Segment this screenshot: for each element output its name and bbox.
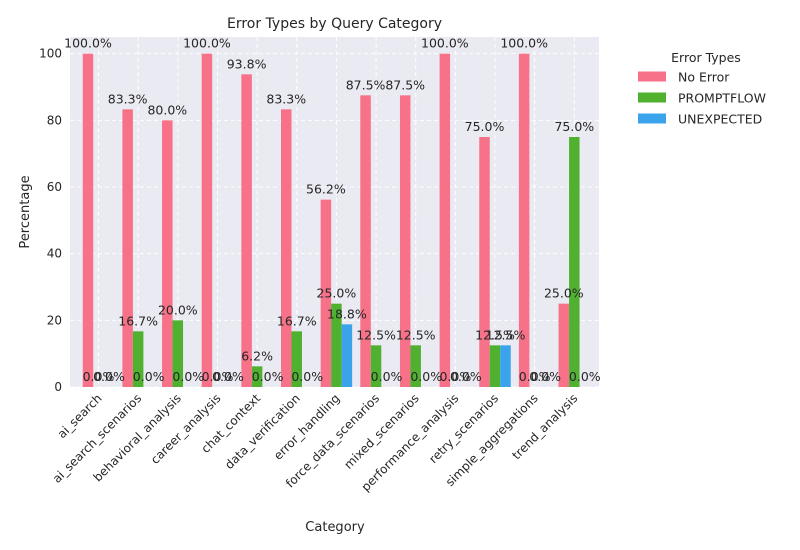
- data-labels: 100.0%83.3%80.0%100.0%93.8%83.3%56.2%87.…: [64, 36, 601, 384]
- y-tick-label: 60: [47, 180, 62, 194]
- x-tick-label: retry_scenarios: [426, 391, 501, 466]
- data-label: 87.5%: [385, 77, 425, 92]
- x-axis-ticks: ai_searchai_search_scenariosbehavioral_a…: [50, 391, 581, 494]
- y-tick-label: 40: [47, 247, 62, 261]
- data-label: 83.3%: [266, 91, 306, 106]
- data-label: 25.0%: [544, 286, 584, 301]
- data-label: 0.0%: [371, 369, 403, 384]
- legend-swatch: [638, 113, 666, 124]
- grid-lines: [70, 37, 599, 388]
- y-axis-title: Percentage: [18, 175, 33, 248]
- x-tick-label: mixed_scenarios: [341, 391, 421, 471]
- bar-no-error: [122, 109, 133, 387]
- y-tick-label: 80: [47, 113, 62, 127]
- bar-no-error: [439, 53, 451, 388]
- bar-promptflow: [331, 303, 342, 387]
- bar-no-error: [479, 137, 490, 387]
- data-label: 100.0%: [183, 36, 231, 51]
- bar-no-error: [558, 303, 570, 387]
- bar-promptflow: [410, 345, 421, 387]
- legend-label: UNEXPECTED: [678, 112, 762, 127]
- data-label: 18.8%: [327, 306, 367, 321]
- chart-title: Error Types by Query Category: [227, 16, 442, 32]
- data-label: 25.0%: [317, 286, 357, 301]
- bar-promptflow: [370, 345, 382, 387]
- x-tick-label: data_verification: [222, 391, 303, 472]
- data-label: 12.5%: [486, 327, 526, 342]
- bar-unexpected: [500, 345, 511, 387]
- bar-no-error: [241, 74, 252, 387]
- data-label: 0.0%: [291, 369, 323, 384]
- data-label: 0.0%: [410, 369, 442, 384]
- bar-no-error: [518, 53, 530, 388]
- data-label: 16.7%: [277, 313, 317, 328]
- data-label: 0.0%: [252, 369, 284, 384]
- x-axis-title: Category: [305, 520, 365, 535]
- bar-no-error: [201, 53, 213, 388]
- bar-no-error: [320, 199, 332, 387]
- data-label: 93.8%: [227, 56, 267, 71]
- legend: Error Types No Error PROMPTFLOW UNEXPECTED: [638, 50, 766, 127]
- data-label: 0.0%: [83, 369, 115, 384]
- data-label: 20.0%: [158, 302, 198, 317]
- legend-swatch: [638, 71, 666, 82]
- y-axis-ticks: 0 20 40 60 80 100: [39, 47, 62, 394]
- data-label: 56.2%: [306, 182, 346, 197]
- bar-unexpected: [341, 324, 353, 387]
- bar-promptflow: [251, 366, 263, 387]
- data-label: 0.0%: [93, 369, 125, 384]
- x-tick-label: career_analysis: [148, 391, 224, 467]
- data-label: 0.0%: [529, 369, 561, 384]
- data-label: 0.0%: [133, 369, 165, 384]
- bar-no-error: [399, 95, 411, 387]
- data-label: 0.0%: [439, 369, 471, 384]
- bar-promptflow: [172, 320, 184, 387]
- data-label: 12.5%: [356, 327, 396, 342]
- data-label: 100.0%: [421, 36, 469, 51]
- data-label: 0.0%: [569, 369, 601, 384]
- data-label: 83.3%: [108, 91, 148, 106]
- legend-label: No Error: [678, 70, 730, 85]
- bar-no-error: [82, 53, 94, 388]
- bar-promptflow: [132, 331, 144, 387]
- data-label: 100.0%: [500, 36, 548, 51]
- bar-no-error: [281, 109, 292, 387]
- bar-promptflow: [489, 345, 501, 387]
- data-label: 0.0%: [519, 369, 551, 384]
- data-label: 75.0%: [465, 119, 505, 134]
- bar-no-error: [360, 95, 371, 387]
- data-label: 0.0%: [202, 369, 234, 384]
- data-label: 80.0%: [147, 102, 187, 117]
- data-label: 75.0%: [554, 119, 594, 134]
- data-label: 12.5%: [475, 327, 515, 342]
- data-label: 12.5%: [396, 327, 436, 342]
- y-tick-label: 100: [39, 47, 62, 61]
- bar-no-error: [162, 120, 173, 387]
- legend-title: Error Types: [671, 50, 741, 65]
- bar-promptflow: [569, 137, 580, 387]
- data-label: 87.5%: [346, 77, 386, 92]
- legend-label: PROMPTFLOW: [678, 91, 766, 106]
- data-label: 6.2%: [241, 348, 273, 363]
- data-label: 0.0%: [212, 369, 244, 384]
- bars: [82, 53, 580, 388]
- legend-swatch: [638, 92, 666, 103]
- data-label: 16.7%: [118, 313, 158, 328]
- data-label: 0.0%: [450, 369, 482, 384]
- y-tick-label: 20: [47, 313, 62, 327]
- data-label: 100.0%: [64, 36, 112, 51]
- y-tick-label: 0: [54, 380, 62, 394]
- bar-promptflow: [291, 331, 302, 387]
- data-label: 0.0%: [172, 369, 204, 384]
